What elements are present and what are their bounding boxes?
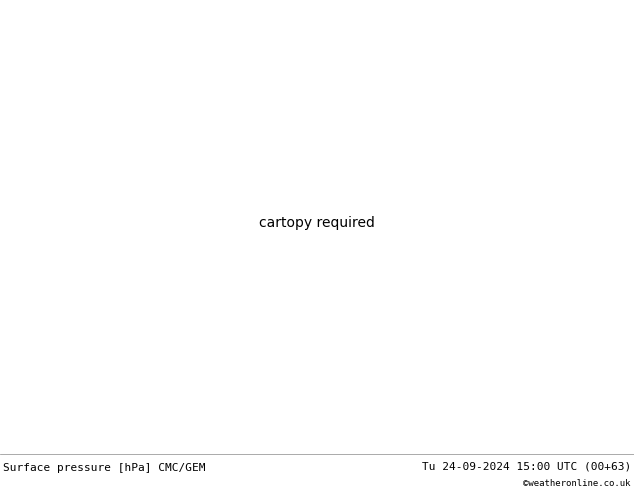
Text: Surface pressure [hPa] CMC/GEM: Surface pressure [hPa] CMC/GEM: [3, 463, 205, 473]
Text: ©weatheronline.co.uk: ©weatheronline.co.uk: [523, 479, 631, 488]
Text: cartopy required: cartopy required: [259, 216, 375, 230]
Text: Tu 24-09-2024 15:00 UTC (00+63): Tu 24-09-2024 15:00 UTC (00+63): [422, 461, 631, 471]
